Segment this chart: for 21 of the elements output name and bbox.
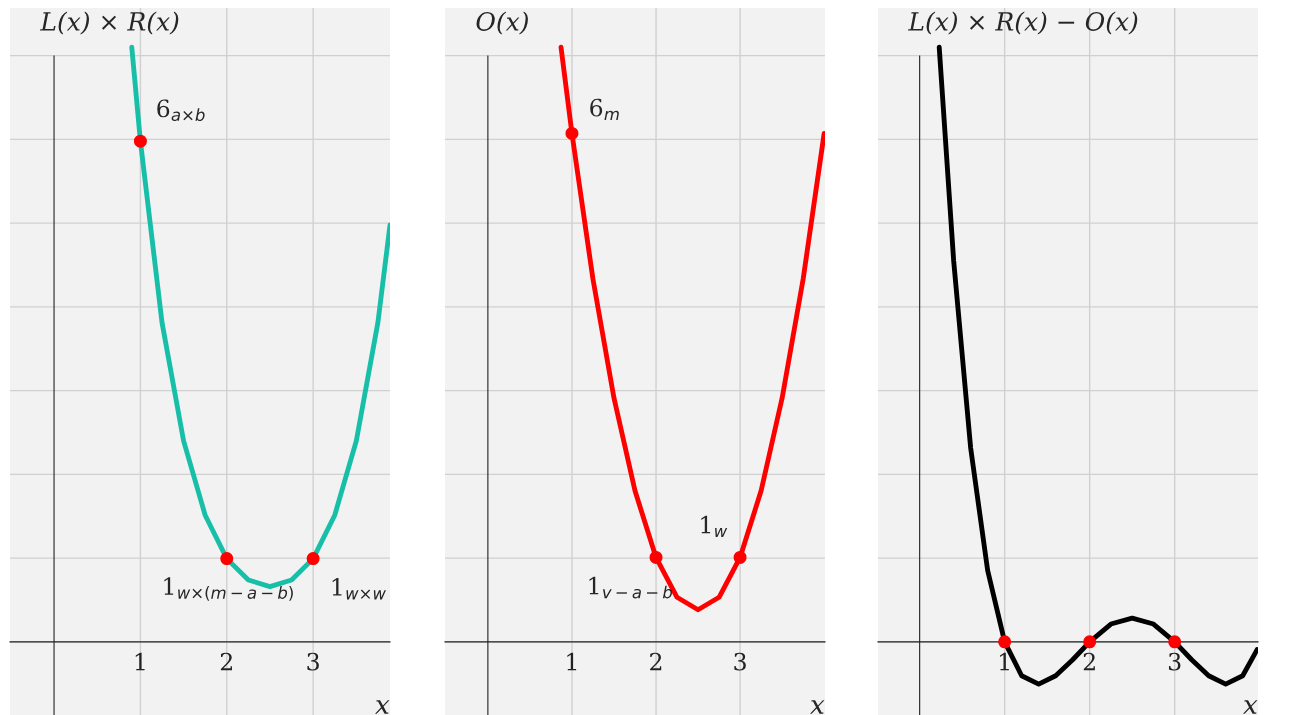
- x-axis-title: x: [375, 700, 390, 714]
- x-tick-label: 2: [650, 652, 662, 671]
- x-axis-title: x: [810, 700, 825, 714]
- x-tick-label: 3: [1168, 652, 1181, 671]
- x-tick-label: 2: [1083, 652, 1095, 671]
- annotation: 6$_{a×b}$: [157, 99, 205, 122]
- x-tick-label: 3: [307, 652, 319, 671]
- x-tick-label: 3: [734, 652, 746, 671]
- annotation: 1$_{v−a−b}$: [589, 576, 673, 599]
- annotation: 1$_{w}$: [701, 515, 728, 538]
- x-tick-label: 1: [567, 652, 577, 671]
- x-tick-label: 2: [220, 652, 232, 671]
- y-axis-title: O(x): [476, 11, 528, 35]
- annotation: 6$_{m}$: [590, 98, 619, 121]
- x-tick-label: 1: [135, 652, 145, 671]
- x-axis-title: x: [1243, 700, 1258, 714]
- annotation: 1$_{w×w}$: [332, 577, 386, 600]
- y-axis-title: L(x) × R(x) − O(x): [908, 11, 1138, 35]
- y-axis-title: L(x) × R(x): [40, 11, 179, 35]
- annotation: 1$_{w×(m−a−b)}$: [164, 577, 293, 601]
- x-tick-label: 1: [1000, 652, 1009, 671]
